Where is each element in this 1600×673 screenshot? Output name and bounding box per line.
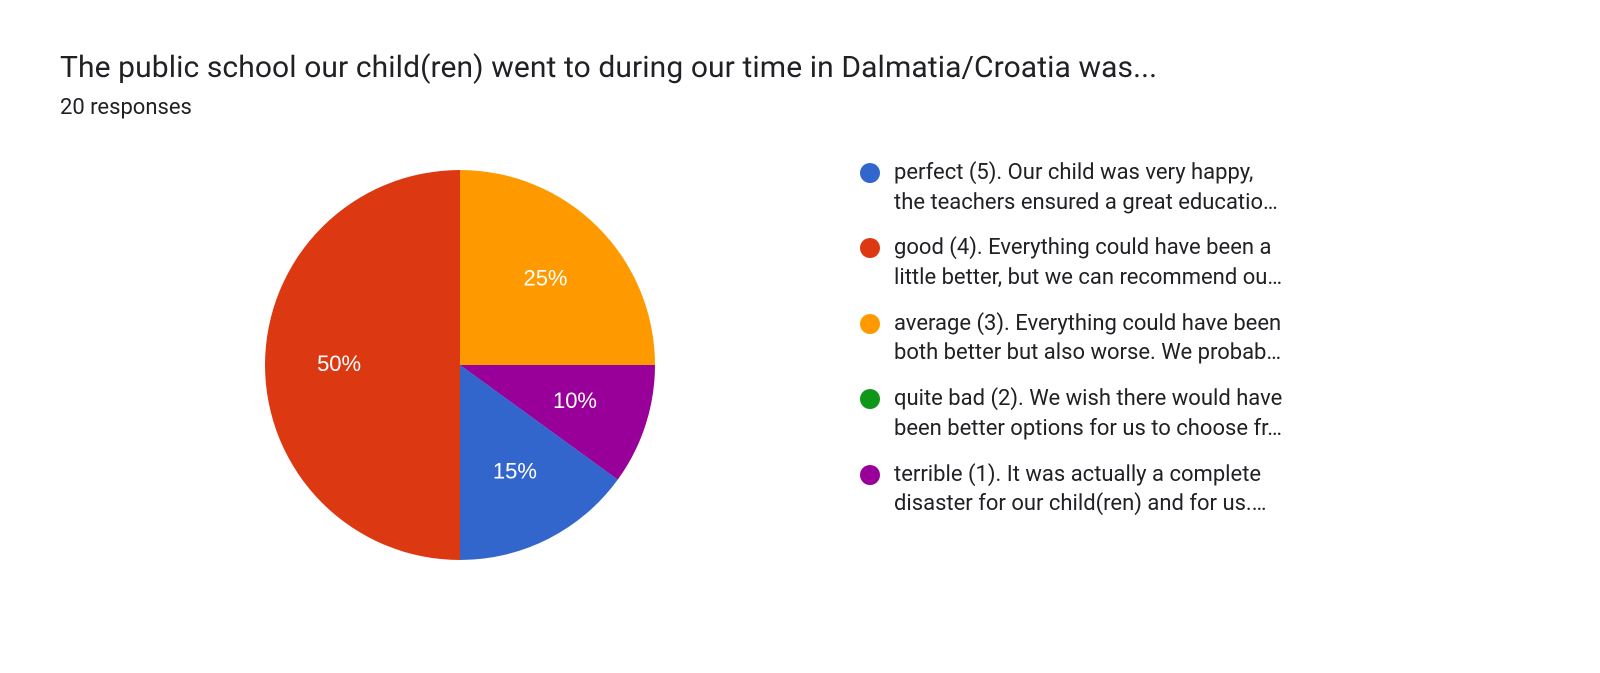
legend-text: terrible (1). It was actually a complete… bbox=[894, 460, 1454, 519]
legend: perfect (5). Our child was very happy,th… bbox=[860, 150, 1540, 535]
pie-slice-good[interactable] bbox=[265, 170, 460, 560]
legend-line-1: terrible (1). It was actually a complete bbox=[894, 460, 1454, 490]
pie-label-average: 25% bbox=[523, 265, 567, 290]
legend-line-2: been better options for us to choose fr… bbox=[894, 414, 1454, 444]
legend-text: good (4). Everything could have been ali… bbox=[894, 233, 1454, 292]
pie-chart-area: 25% 10% 15% 50% bbox=[60, 150, 860, 580]
legend-text: average (3). Everything could have beenb… bbox=[894, 309, 1454, 368]
legend-text: quite bad (2). We wish there would haveb… bbox=[894, 384, 1454, 443]
legend-line-1: average (3). Everything could have been bbox=[894, 309, 1454, 339]
legend-swatch bbox=[860, 314, 880, 334]
legend-line-1: good (4). Everything could have been a bbox=[894, 233, 1454, 263]
legend-text: perfect (5). Our child was very happy,th… bbox=[894, 158, 1454, 217]
pie-label-perfect: 15% bbox=[493, 459, 537, 484]
pie-label-terrible: 10% bbox=[553, 388, 597, 413]
response-count: 20 responses bbox=[60, 95, 1540, 120]
legend-item[interactable]: good (4). Everything could have been ali… bbox=[860, 233, 1540, 292]
legend-line-2: the teachers ensured a great educatio… bbox=[894, 188, 1454, 218]
legend-line-2: disaster for our child(ren) and for us.… bbox=[894, 489, 1454, 519]
legend-line-2: both better but also worse. We probab… bbox=[894, 338, 1454, 368]
pie-label-good: 50% bbox=[317, 351, 361, 376]
legend-item[interactable]: average (3). Everything could have beenb… bbox=[860, 309, 1540, 368]
legend-item[interactable]: terrible (1). It was actually a complete… bbox=[860, 460, 1540, 519]
legend-line-2: little better, but we can recommend ou… bbox=[894, 263, 1454, 293]
legend-swatch bbox=[860, 238, 880, 258]
chart-content: 25% 10% 15% 50% perfect (5). Our child was … bbox=[60, 150, 1540, 580]
chart-title: The public school our child(ren) went to… bbox=[60, 50, 1540, 85]
legend-swatch bbox=[860, 465, 880, 485]
legend-swatch bbox=[860, 163, 880, 183]
chart-card: The public school our child(ren) went to… bbox=[0, 0, 1600, 673]
legend-item[interactable]: perfect (5). Our child was very happy,th… bbox=[860, 158, 1540, 217]
legend-item[interactable]: quite bad (2). We wish there would haveb… bbox=[860, 384, 1540, 443]
pie-chart: 25% 10% 15% 50% bbox=[245, 150, 675, 580]
legend-line-1: quite bad (2). We wish there would have bbox=[894, 384, 1454, 414]
legend-line-1: perfect (5). Our child was very happy, bbox=[894, 158, 1454, 188]
legend-swatch bbox=[860, 389, 880, 409]
